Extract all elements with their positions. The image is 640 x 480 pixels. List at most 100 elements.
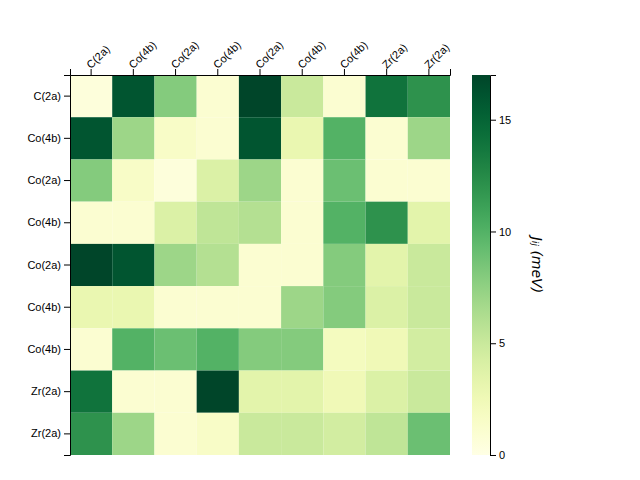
cell — [239, 159, 281, 201]
tick: Co(4b) — [126, 38, 158, 75]
cell — [197, 328, 239, 370]
tick: Co(4b) — [337, 38, 369, 75]
colorbar-label: Jᵢⱼ (meV) — [529, 234, 545, 293]
cell — [408, 413, 450, 455]
tick: Zr(2a) — [31, 427, 70, 439]
cell — [112, 159, 154, 201]
tick-label: Co(4b) — [211, 38, 243, 70]
cell — [70, 202, 112, 244]
tick-mark — [490, 455, 496, 456]
colorbar-gradient — [472, 75, 490, 455]
cell — [408, 286, 450, 328]
cell — [197, 117, 239, 159]
cell — [112, 286, 154, 328]
tick-label: C(2a) — [84, 43, 112, 71]
tick: 0 — [490, 449, 505, 461]
tick: Zr(2a) — [31, 385, 70, 397]
tick: 10 — [490, 225, 511, 237]
cell — [323, 159, 365, 201]
tick: C(2a) — [33, 90, 70, 102]
cell — [366, 159, 408, 201]
cell — [366, 371, 408, 413]
cell — [239, 244, 281, 286]
tick-label: Co(4b) — [27, 216, 61, 228]
tick: Co(2a) — [168, 38, 200, 75]
cell — [408, 75, 450, 117]
cell — [323, 286, 365, 328]
tick-mark — [490, 120, 496, 121]
cell — [239, 202, 281, 244]
cell — [366, 75, 408, 117]
cell — [323, 413, 365, 455]
cell — [112, 371, 154, 413]
cell — [408, 159, 450, 201]
cell — [197, 202, 239, 244]
cell — [154, 159, 196, 201]
tick-label: Co(4b) — [27, 301, 61, 313]
cell — [366, 244, 408, 286]
colorbar-axis: 051015 — [490, 76, 511, 462]
axis-line — [64, 76, 71, 456]
cell — [154, 117, 196, 159]
cell — [281, 75, 323, 117]
tick-label: 10 — [499, 225, 511, 237]
cell — [366, 286, 408, 328]
tick-label: Zr(2a) — [31, 427, 61, 439]
cell — [281, 328, 323, 370]
cell — [281, 202, 323, 244]
cell — [154, 328, 196, 370]
cell — [197, 244, 239, 286]
tick-mark — [64, 222, 70, 223]
cell — [112, 117, 154, 159]
cell — [239, 371, 281, 413]
tick-mark — [64, 138, 70, 139]
tick-label: Co(4b) — [27, 343, 61, 355]
tick-mark — [490, 231, 496, 232]
cell — [70, 286, 112, 328]
tick-mark — [64, 180, 70, 181]
tick: Co(2a) — [27, 174, 70, 186]
cell — [154, 413, 196, 455]
cell — [323, 75, 365, 117]
tick-label: Co(4b) — [295, 38, 327, 70]
cell — [70, 328, 112, 370]
cell — [197, 159, 239, 201]
cell — [281, 159, 323, 201]
tick-label: Zr(2a) — [31, 385, 61, 397]
y-axis: C(2a)Co(4b)Co(2a)Co(4b)Co(2a)Co(4b)Co(4b… — [27, 76, 70, 456]
cell — [408, 244, 450, 286]
tick-label: 0 — [499, 449, 505, 461]
tick: Co(4b) — [295, 38, 327, 75]
cell — [239, 328, 281, 370]
tick: Zr(2a) — [422, 41, 452, 75]
cell — [408, 117, 450, 159]
cell — [197, 371, 239, 413]
cell — [154, 286, 196, 328]
tick: Co(2a) — [27, 259, 70, 271]
cell — [154, 244, 196, 286]
tick-label: Co(2a) — [27, 259, 61, 271]
tick-mark — [64, 265, 70, 266]
cell — [281, 244, 323, 286]
tick: C(2a) — [84, 43, 112, 75]
tick: Co(4b) — [27, 343, 70, 355]
tick-label: Zr(2a) — [380, 41, 410, 71]
cell — [154, 371, 196, 413]
tick: Co(4b) — [27, 216, 70, 228]
tick: Co(4b) — [27, 301, 70, 313]
cell — [366, 117, 408, 159]
axis-line — [491, 76, 497, 456]
cell — [239, 413, 281, 455]
cell — [323, 244, 365, 286]
tick-label: Co(4b) — [126, 38, 158, 70]
tick-label: C(2a) — [33, 90, 61, 102]
tick-label: 15 — [499, 114, 511, 126]
tick-mark — [64, 349, 70, 350]
cell — [323, 328, 365, 370]
cell — [70, 413, 112, 455]
cells — [70, 75, 450, 455]
cell — [197, 286, 239, 328]
cell — [70, 244, 112, 286]
cell — [239, 117, 281, 159]
cell — [323, 371, 365, 413]
